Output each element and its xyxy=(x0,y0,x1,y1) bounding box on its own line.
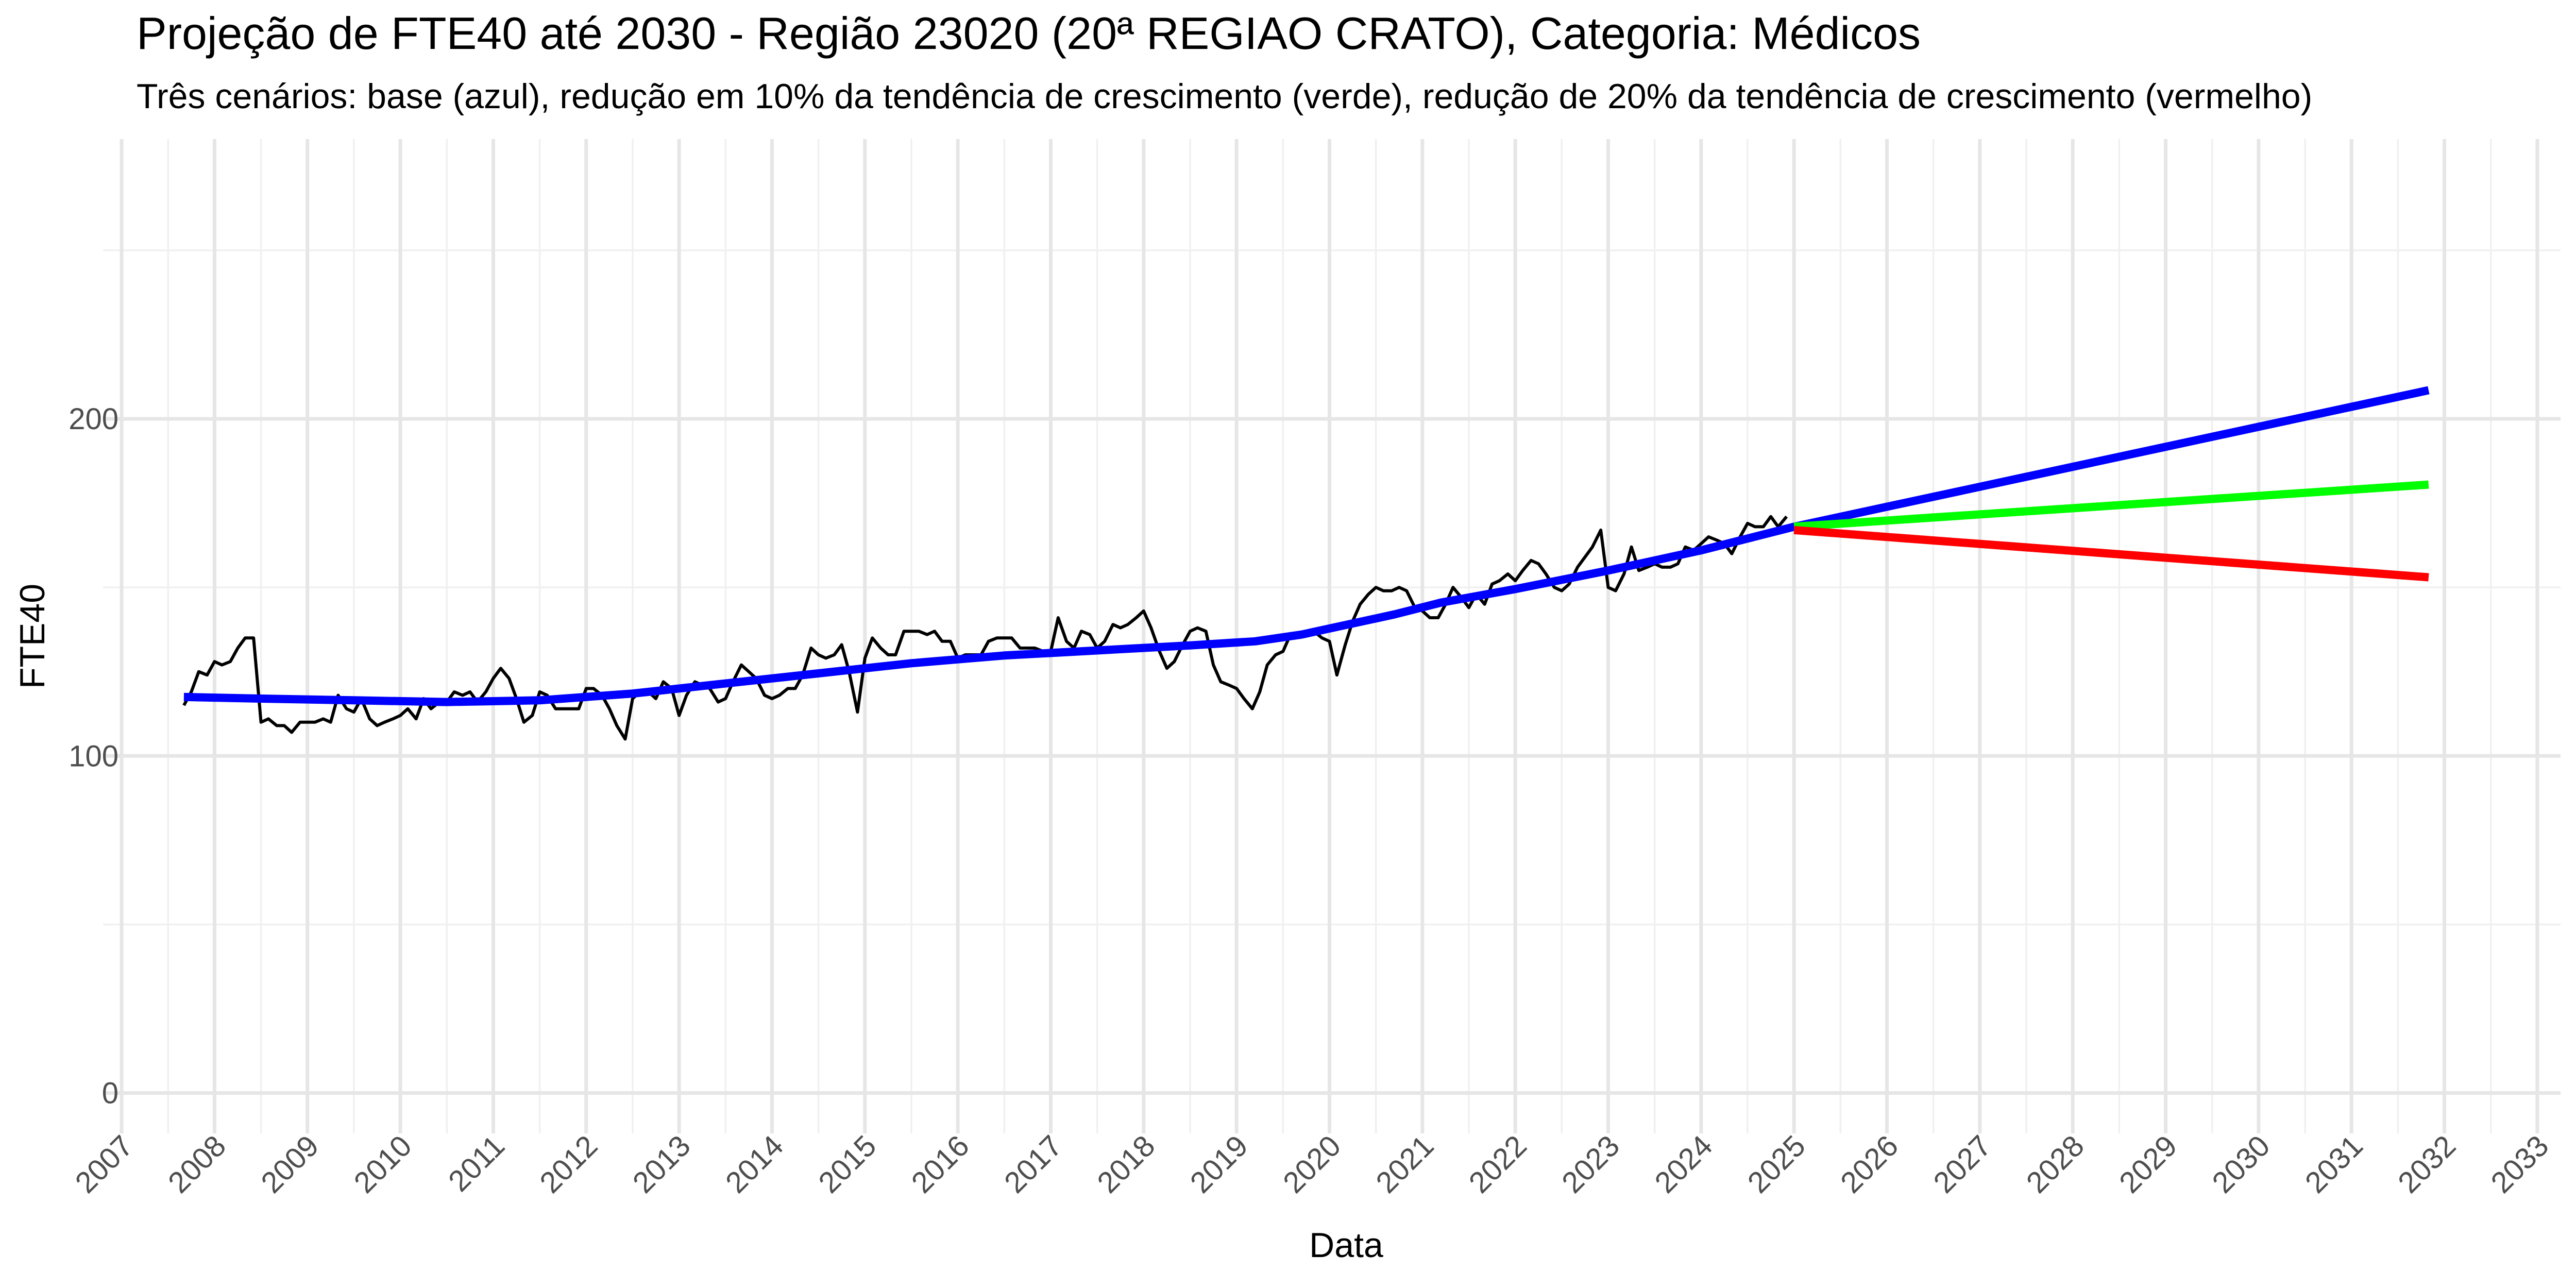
y-axis-ticks: 0 100 200 xyxy=(69,402,118,1110)
x-tick-label: 2027 xyxy=(1927,1129,1997,1199)
grid xyxy=(103,139,2561,1133)
series-line-2 xyxy=(1793,480,2429,531)
chart-subtitle: Três cenários: base (azul), redução em 1… xyxy=(137,77,2312,116)
y-tick-label: 100 xyxy=(69,739,118,773)
x-tick-label: 2007 xyxy=(69,1129,140,1199)
chart-title: Projeção de FTE40 até 2030 - Região 2302… xyxy=(137,8,1921,59)
x-axis-ticks: 2007 2008 2009 2010 2011 2012 2013 2014 2015 2016… xyxy=(69,1129,2555,1199)
x-tick-label: 2014 xyxy=(719,1129,790,1199)
x-tick-label: 2023 xyxy=(1555,1129,1626,1199)
x-tick-label: 2013 xyxy=(626,1129,697,1199)
x-tick-label: 2028 xyxy=(2020,1129,2091,1199)
x-tick-label: 2016 xyxy=(905,1129,976,1199)
x-axis-title: Data xyxy=(1309,1226,1383,1265)
series-line-0 xyxy=(182,515,1788,741)
x-tick-label: 2026 xyxy=(1834,1129,1905,1199)
x-tick-label: 2030 xyxy=(2206,1129,2276,1199)
x-tick-label: 2029 xyxy=(2113,1129,2183,1199)
x-tick-label: 2031 xyxy=(2299,1129,2369,1199)
x-tick-label: 2011 xyxy=(442,1129,511,1198)
x-tick-label: 2019 xyxy=(1184,1129,1255,1199)
series-line-3 xyxy=(1793,526,2429,582)
x-tick-label: 2015 xyxy=(812,1129,883,1199)
x-tick-label: 2033 xyxy=(2484,1129,2555,1199)
y-axis-title: FTE40 xyxy=(13,584,52,689)
x-tick-label: 2024 xyxy=(1648,1129,1719,1199)
x-tick-label: 2022 xyxy=(1463,1129,1533,1199)
series xyxy=(182,386,2430,741)
x-tick-label: 2008 xyxy=(162,1129,232,1199)
x-tick-label: 2032 xyxy=(2392,1129,2462,1199)
x-tick-label: 2009 xyxy=(255,1129,325,1199)
x-tick-label: 2018 xyxy=(1091,1129,1161,1199)
x-tick-label: 2010 xyxy=(348,1129,418,1199)
y-tick-label: 200 xyxy=(69,402,118,436)
x-tick-label: 2012 xyxy=(533,1129,604,1199)
x-tick-label: 2017 xyxy=(998,1129,1069,1199)
x-tick-label: 2021 xyxy=(1369,1129,1440,1199)
x-tick-label: 2025 xyxy=(1741,1129,1812,1199)
series-line-1 xyxy=(183,386,2430,706)
x-tick-label: 2020 xyxy=(1277,1129,1347,1199)
y-tick-label: 0 xyxy=(102,1076,118,1110)
